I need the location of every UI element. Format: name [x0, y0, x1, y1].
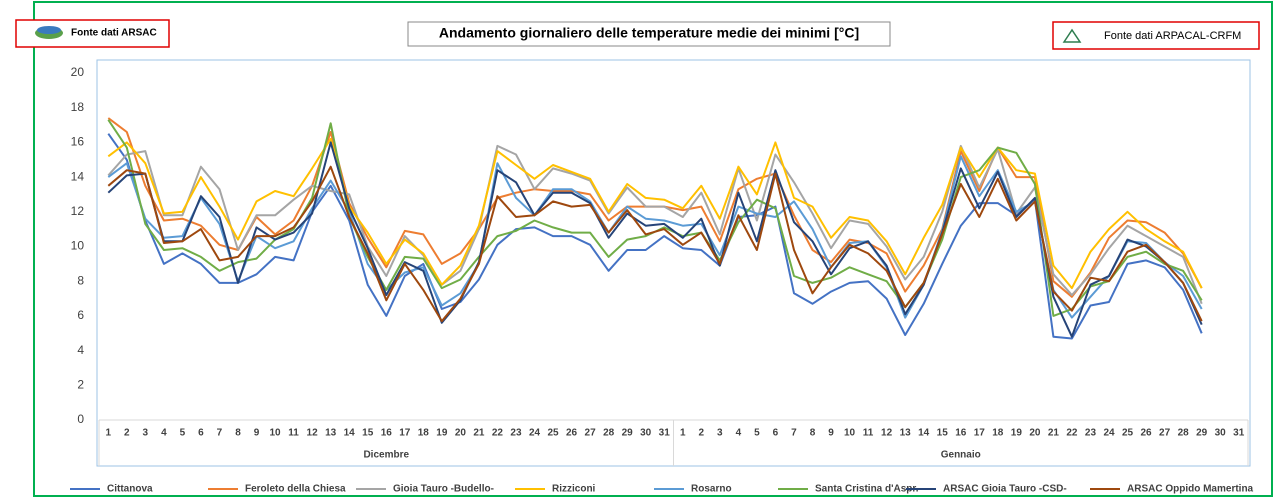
x-tick-label: 23 [510, 428, 522, 439]
x-tick-label: 27 [1159, 428, 1171, 439]
x-tick-label: 1 [105, 428, 111, 439]
x-tick-label: 31 [1233, 428, 1245, 439]
x-tick-label: 7 [217, 428, 223, 439]
legend-label: ARSAC Oppido Mamertina [1127, 484, 1254, 495]
x-tick-label: 4 [736, 428, 742, 439]
x-tick-label: 11 [288, 428, 299, 439]
y-tick-label: 18 [71, 100, 85, 114]
x-tick-label: 30 [640, 428, 652, 439]
series-line [107, 165, 1203, 323]
y-tick-label: 20 [71, 65, 85, 79]
x-tick-label: 21 [473, 428, 485, 439]
x-tick-label: 22 [1066, 428, 1078, 439]
x-tick-label: 21 [1048, 428, 1060, 439]
legend-label: Santa Cristina d'Aspr. [815, 484, 919, 495]
x-tick-label: 12 [881, 428, 893, 439]
x-tick-label: 30 [1215, 428, 1227, 439]
x-tick-label: 9 [254, 428, 260, 439]
x-tick-label: 15 [937, 428, 949, 439]
x-tick-label: 14 [918, 428, 930, 439]
x-tick-label: 27 [585, 428, 597, 439]
x-tick-label: 2 [124, 428, 130, 439]
x-tick-label: 28 [603, 428, 615, 439]
legend-label: Cittanova [107, 484, 153, 495]
series-line [107, 155, 1203, 319]
x-tick-label: 29 [622, 428, 634, 439]
x-tick-label: 13 [325, 428, 337, 439]
y-tick-label: 10 [71, 239, 85, 253]
x-tick-label: 31 [659, 428, 671, 439]
x-tick-label: 20 [455, 428, 467, 439]
x-tick-label: 11 [863, 428, 874, 439]
y-tick-label: 8 [77, 273, 84, 287]
x-tick-label: 6 [198, 428, 204, 439]
x-tick-label: 26 [1141, 428, 1153, 439]
x-tick-label: 1 [680, 428, 686, 439]
x-tick-label: 18 [992, 428, 1004, 439]
x-tick-label: 28 [1178, 428, 1190, 439]
x-tick-label: 8 [810, 428, 816, 439]
x-tick-label: 13 [900, 428, 912, 439]
group-label: Dicembre [363, 450, 409, 461]
y-tick-label: 6 [77, 308, 84, 322]
y-tick-label: 0 [77, 412, 84, 426]
logo [37, 26, 61, 34]
x-tick-label: 29 [1196, 428, 1208, 439]
y-tick-label: 2 [77, 377, 84, 391]
x-tick-label: 25 [1122, 428, 1134, 439]
x-tick-label: 2 [699, 428, 705, 439]
x-tick-label: 22 [492, 428, 504, 439]
x-tick-label: 3 [143, 428, 149, 439]
y-tick-label: 4 [77, 343, 84, 357]
series-line [107, 141, 1203, 338]
legend-label: Feroleto della Chiesa [245, 484, 346, 495]
x-tick-label: 20 [1029, 428, 1041, 439]
x-tick-label: 12 [307, 428, 319, 439]
x-tick-label: 17 [399, 428, 411, 439]
y-tick-label: 16 [71, 135, 85, 149]
x-tick-label: 3 [717, 428, 723, 439]
x-tick-label: 19 [1011, 428, 1023, 439]
logo [1062, 28, 1082, 43]
y-tick-label: 12 [71, 204, 85, 218]
y-tick-label: 14 [71, 169, 85, 183]
x-tick-label: 25 [547, 428, 559, 439]
source-label: Fonte dati ARSAC [71, 28, 157, 39]
x-tick-label: 4 [161, 428, 167, 439]
x-tick-label: 24 [529, 428, 541, 439]
legend-label: ARSAC Gioia Tauro -CSD- [943, 484, 1067, 495]
x-tick-label: 10 [844, 428, 856, 439]
x-tick-label: 10 [269, 428, 281, 439]
x-tick-label: 5 [180, 428, 186, 439]
chart-title: Andamento giornaliero delle temperature … [439, 25, 859, 41]
series-line [107, 137, 1203, 290]
x-tick-label: 14 [344, 428, 356, 439]
x-tick-label: 8 [235, 428, 241, 439]
x-tick-label: 26 [566, 428, 578, 439]
x-tick-label: 5 [754, 428, 760, 439]
x-tick-label: 15 [362, 428, 374, 439]
legend-label: Gioia Tauro -Budello- [393, 484, 494, 495]
x-tick-label: 9 [828, 428, 834, 439]
x-tick-label: 24 [1103, 428, 1115, 439]
x-tick-label: 18 [418, 428, 430, 439]
x-tick-label: 16 [955, 428, 967, 439]
x-tick-label: 19 [436, 428, 448, 439]
x-tick-label: 16 [381, 428, 393, 439]
x-tick-label: 7 [791, 428, 797, 439]
x-tick-label: 23 [1085, 428, 1097, 439]
x-tick-label: 6 [773, 428, 779, 439]
legend-label: Rosarno [691, 484, 732, 495]
legend-label: Rizziconi [552, 484, 596, 495]
source-box [1052, 21, 1260, 50]
source-label: Fonte dati ARPACAL-CRFM [1104, 30, 1241, 42]
frame [33, 1, 1273, 497]
x-tick-label: 17 [974, 428, 986, 439]
title-box [407, 21, 891, 47]
group-label: Gennaio [941, 450, 981, 461]
